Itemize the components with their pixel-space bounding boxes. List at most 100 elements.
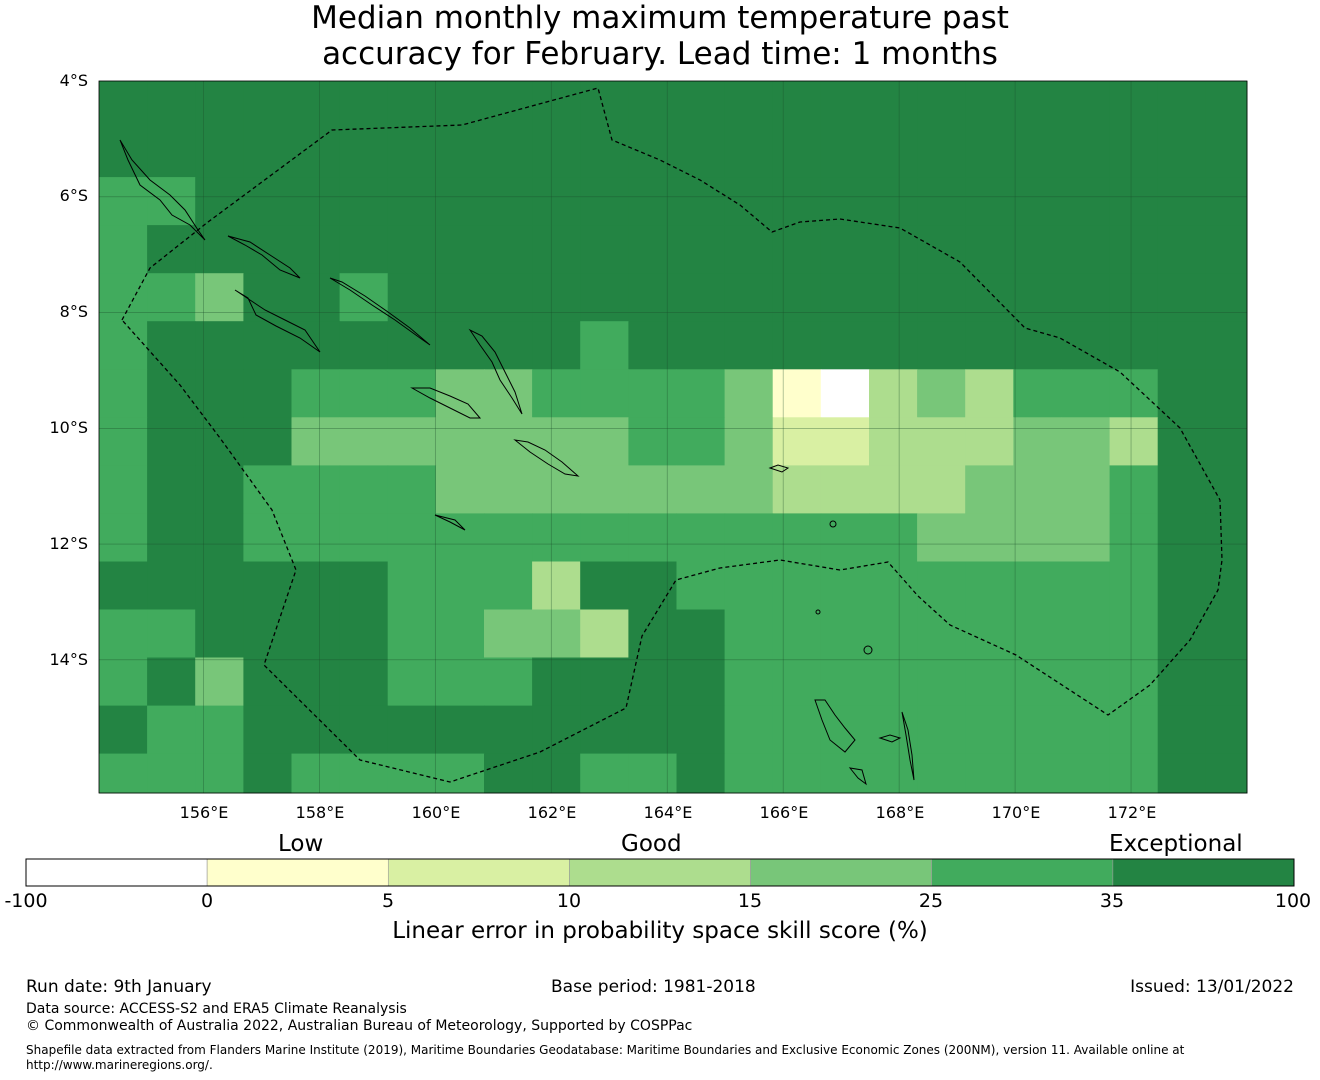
grid-cell: [917, 705, 966, 755]
grid-cell: [1157, 609, 1207, 658]
grid-cell: [387, 657, 437, 706]
lat-label: 14°S: [49, 650, 88, 669]
grid-cell: [484, 705, 533, 755]
grid-cell: [628, 81, 677, 130]
colorbar-tick: 15: [737, 890, 763, 912]
grid-cell: [435, 81, 485, 130]
grid-cell: [1157, 561, 1207, 610]
grid-cell: [724, 513, 774, 562]
grid-cell: [1157, 465, 1207, 514]
grid-cell: [724, 465, 774, 514]
grid-cell: [724, 225, 774, 274]
grid-cell: [820, 705, 870, 755]
grid-cell: [820, 273, 870, 322]
grid-cell: [917, 81, 966, 130]
grid-cell: [532, 369, 581, 418]
grid-cell: [1013, 417, 1062, 466]
grid-cell: [869, 273, 918, 322]
grid-cell: [869, 513, 918, 562]
grid-cell: [243, 513, 292, 562]
grid-cell: [243, 609, 292, 658]
lon-label: 166°E: [759, 803, 809, 822]
grid-cell: [484, 273, 533, 322]
grid-cell: [243, 561, 292, 610]
grid-cell: [243, 417, 292, 466]
grid-cell: [580, 369, 629, 418]
grid-cell: [435, 705, 485, 755]
colorbar-segment: [750, 858, 933, 887]
maewo-pentecost-island: [901, 711, 915, 781]
grid-cell: [1205, 465, 1248, 514]
grid-cell: [1205, 369, 1248, 418]
grid-cell: [435, 609, 485, 658]
grid-cell: [917, 513, 966, 562]
grid-cell: [1109, 129, 1159, 178]
eez-boundary: [121, 87, 1223, 783]
lon-label: 158°E: [295, 803, 345, 822]
grid-cell: [724, 561, 774, 610]
grid-cell: [147, 273, 196, 322]
grid-cell: [1013, 513, 1062, 562]
grid-cell: [339, 417, 389, 466]
grid-cell: [532, 753, 581, 794]
grid-cell: [965, 417, 1014, 466]
lon-label: 168°E: [875, 803, 925, 822]
grid-cell: [820, 81, 870, 130]
grid-cell: [772, 561, 822, 610]
grid-cell: [147, 177, 196, 226]
grid-cell: [676, 609, 726, 658]
grid-cell: [917, 465, 966, 514]
ambae-island: [878, 734, 902, 743]
grid-cell: [917, 369, 966, 418]
grid-cell: [1205, 561, 1248, 610]
grid-cell: [869, 465, 918, 514]
grid-cell: [965, 561, 1014, 610]
grid-cell: [580, 417, 629, 466]
grid-cell: [99, 561, 148, 610]
grid-cell: [387, 561, 437, 610]
grid-cell: [291, 465, 341, 514]
grid-cell: [435, 321, 485, 370]
grid-cell: [195, 369, 244, 418]
grid-cell: [869, 417, 918, 466]
grid-cell: [917, 129, 966, 178]
grid-cell: [820, 753, 870, 794]
rennell-island: [434, 514, 466, 531]
grid-cell: [580, 657, 629, 706]
grid-cell: [195, 561, 244, 610]
bougainville-island: [119, 139, 206, 241]
grid-cell: [772, 513, 822, 562]
grid-cell: [339, 81, 389, 130]
makira-island: [513, 439, 580, 477]
grid-cell: [917, 657, 966, 706]
grid-cell: [1061, 513, 1111, 562]
grid-cell: [243, 657, 292, 706]
grid-cell: [1157, 705, 1207, 755]
grid-cell: [1109, 609, 1159, 658]
grid-cell: [195, 513, 244, 562]
grid-cell: [147, 513, 196, 562]
grid-cell: [772, 417, 822, 466]
grid-cell: [820, 417, 870, 466]
grid-cell: [820, 465, 870, 514]
grid-cell: [339, 177, 389, 226]
run-date: Run date: 9th January: [26, 977, 212, 997]
grid-cell: [484, 129, 533, 178]
grid-cell: [1061, 753, 1111, 794]
grid-cell: [532, 705, 581, 755]
grid-cell: [869, 177, 918, 226]
grid-cell: [1205, 273, 1248, 322]
category-good: Good: [621, 831, 682, 857]
grid-cell: [1013, 657, 1062, 706]
skill-grid: [99, 81, 1248, 794]
grid-cell: [243, 753, 292, 794]
grid-cell: [484, 321, 533, 370]
colorbar-tick: 5: [381, 890, 395, 912]
grid-cell: [628, 513, 677, 562]
grid-cell: [147, 417, 196, 466]
grid-cell: [387, 225, 437, 274]
grid-cell: [243, 81, 292, 130]
grid-cell: [243, 225, 292, 274]
grid-cell: [917, 321, 966, 370]
grid-cell: [1061, 321, 1111, 370]
